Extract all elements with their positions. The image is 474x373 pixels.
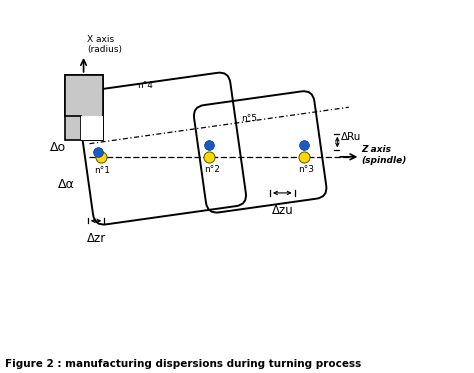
Text: n°2: n°2 [204,164,220,173]
Text: X axis
(radius): X axis (radius) [87,35,122,54]
Text: Δα: Δα [58,178,75,191]
Text: ΔRu: ΔRu [341,132,361,142]
Text: n°5: n°5 [241,114,257,123]
Text: n°3: n°3 [298,164,314,173]
Text: Δo: Δo [49,141,65,154]
Text: n°1: n°1 [94,166,110,175]
Text: Z axis
(spindle): Z axis (spindle) [361,145,407,165]
Text: Δzu: Δzu [272,204,293,217]
FancyBboxPatch shape [65,75,102,140]
Polygon shape [65,75,102,140]
Text: Figure 2 : manufacturing dispersions during turning process: Figure 2 : manufacturing dispersions dur… [5,359,361,369]
Text: Δzr: Δzr [86,232,106,245]
Text: n°4: n°4 [137,81,153,90]
FancyBboxPatch shape [81,116,102,140]
